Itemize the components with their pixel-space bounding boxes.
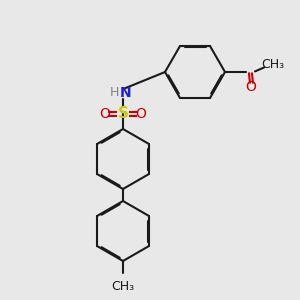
Text: H: H — [110, 86, 119, 100]
Text: CH₃: CH₃ — [111, 280, 135, 293]
Text: O: O — [245, 80, 256, 94]
Text: CH₃: CH₃ — [261, 58, 285, 71]
Text: O: O — [100, 107, 110, 121]
Text: O: O — [136, 107, 146, 121]
Text: S: S — [118, 106, 128, 122]
Text: N: N — [120, 86, 132, 100]
